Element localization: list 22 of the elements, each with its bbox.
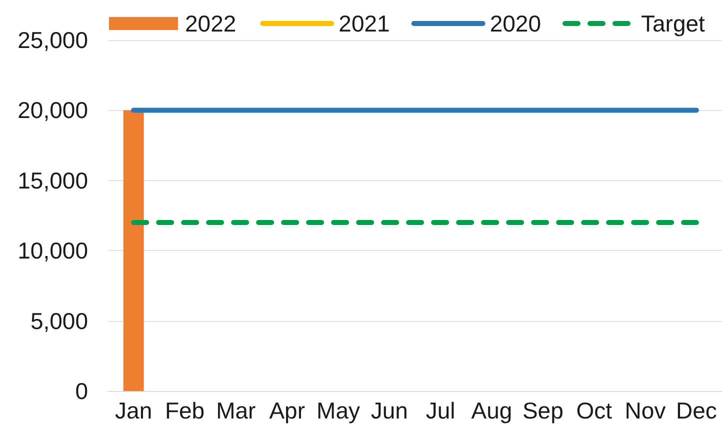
x-tick-label: May [316, 398, 360, 424]
y-tick-label: 5,000 [30, 308, 88, 334]
y-tick-label: 25,000 [18, 27, 88, 53]
x-tick-label: Feb [164, 398, 205, 424]
legend-label: 2021 [338, 10, 390, 36]
x-tick-label: Dec [676, 398, 717, 424]
y-tick-label: 20,000 [18, 97, 88, 124]
x-tick-label: Jan [115, 398, 152, 424]
x-tick-label: Oct [576, 398, 613, 424]
legend-label: 2022 [185, 10, 236, 36]
legend-label: Target [641, 10, 706, 36]
x-tick-label: Nov [624, 398, 666, 424]
y-tick-label: 10,000 [18, 238, 88, 264]
x-tick-label: Mar [216, 398, 256, 424]
x-tick-label: Jun [370, 398, 408, 424]
y-tick-label: 15,000 [18, 167, 88, 194]
x-tick-label: Jul [426, 398, 456, 424]
x-tick-label: Apr [269, 398, 306, 424]
y-tick-label: 0 [75, 378, 88, 404]
x-tick-label: Aug [471, 398, 512, 424]
legend-label: 2020 [490, 10, 542, 36]
x-tick-label: Sep [522, 398, 564, 424]
